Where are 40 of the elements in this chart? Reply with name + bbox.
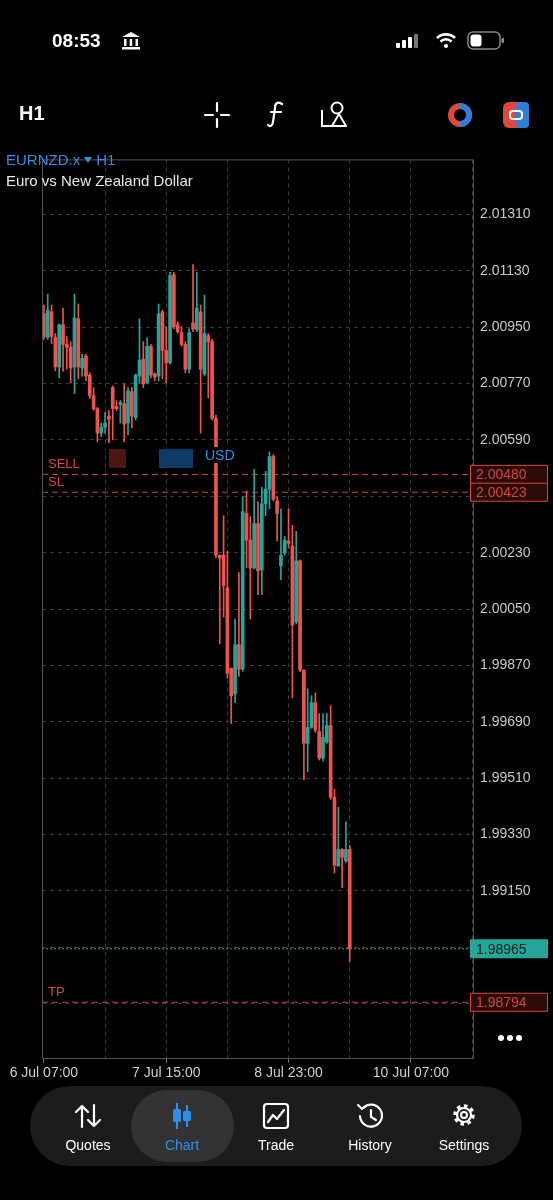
text: Euro vs New Zealand Dollar [6,172,193,189]
text: 1.98794 [476,994,527,1011]
y-tick-label: 2.01310 [480,205,531,222]
text: H1 [19,102,45,125]
y-tick-label: 1.99870 [480,656,531,673]
annotation: H1 [96,151,116,168]
y-tick-label: 2.00770 [480,374,531,391]
candlestick [237,572,241,677]
text: 2.00423 [476,484,527,501]
text: History [347,1137,393,1153]
annotation: USD [202,447,238,463]
text: Chart [163,1137,201,1153]
x-tick-label: 7 Jul 15:00 [132,1064,201,1081]
text: Settings [437,1137,491,1153]
x-tick-label: 6 Jul 07:00 [9,1064,79,1081]
text: 2.00480 [476,466,527,483]
candlestick [103,412,107,434]
y-tick-label: 2.00050 [480,599,531,616]
x-tick-label: 10 Jul 07:00 [372,1064,450,1081]
ref-line-label: SL [48,474,64,490]
y-tick-label: 2.01130 [480,261,530,278]
y-tick-label: 1.99690 [480,712,531,729]
candlestick [191,264,195,332]
candlestick [279,508,283,580]
candlestick [340,848,344,888]
candlestick [305,688,310,773]
ref-line-label: TP [48,984,65,1000]
ref-line-label: SELL [48,456,80,472]
y-tick-label: 2.00950 [480,318,531,335]
x-tick-label: 8 Jul 23:00 [254,1064,324,1081]
text: Quotes [64,1137,112,1153]
chart-title: EURNZD.x [6,151,81,168]
text: 1.98965 [476,940,527,957]
text: Trade [256,1137,296,1153]
y-tick-label: 1.99510 [480,768,531,785]
y-tick-label: 1.99330 [480,825,531,842]
y-tick-label: 1.99150 [480,881,531,898]
y-tick-label: 2.00590 [480,430,531,447]
y-tick-label: 2.00230 [480,543,531,560]
text: 08:53 [52,30,101,52]
